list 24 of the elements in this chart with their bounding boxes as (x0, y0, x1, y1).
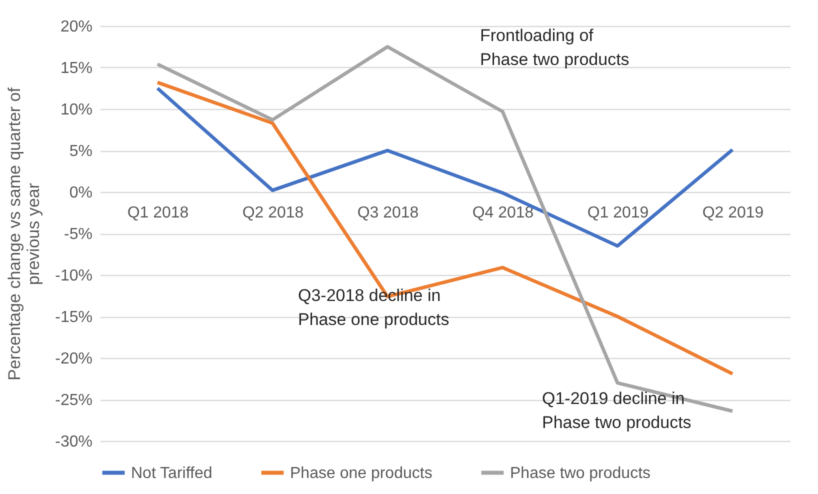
legend-label: Not Tariffed (131, 464, 212, 482)
x-tick-label: Q3 2018 (357, 204, 419, 222)
y-tick-label: -10% (55, 268, 92, 284)
y-tick-label: 15% (60, 60, 92, 77)
legend-label: Phase two products (510, 464, 651, 482)
y-tick-label: -5% (64, 226, 92, 243)
x-tick-label: Q1 2019 (587, 204, 649, 222)
y-tick-label: -30% (55, 434, 92, 450)
legend-label: Phase one products (290, 464, 432, 482)
y-tick-label: 20% (60, 18, 92, 36)
annotation: Frontloading of Phase two products (480, 26, 630, 69)
y-tick-label: -25% (55, 392, 92, 409)
annotation: Q3-2018 decline in Phase one products (298, 286, 450, 329)
y-tick-label: 5% (69, 143, 92, 160)
annotation: Q1-2019 decline in Phase two products (542, 389, 692, 432)
y-tick-label: 0% (69, 184, 92, 202)
x-tick-label: Q2 2019 (702, 204, 764, 222)
y-axis-title: Percentage change vs same quarter of previous year (5, 87, 44, 380)
y-tick-label: -20% (55, 350, 92, 368)
x-tick-label: Q2 2018 (242, 204, 304, 222)
x-tick-label: Q1 2018 (127, 204, 189, 222)
y-tick-label: 10% (60, 102, 92, 118)
y-tick-label: -15% (55, 309, 92, 326)
x-tick-label: Q4 2018 (472, 204, 534, 222)
